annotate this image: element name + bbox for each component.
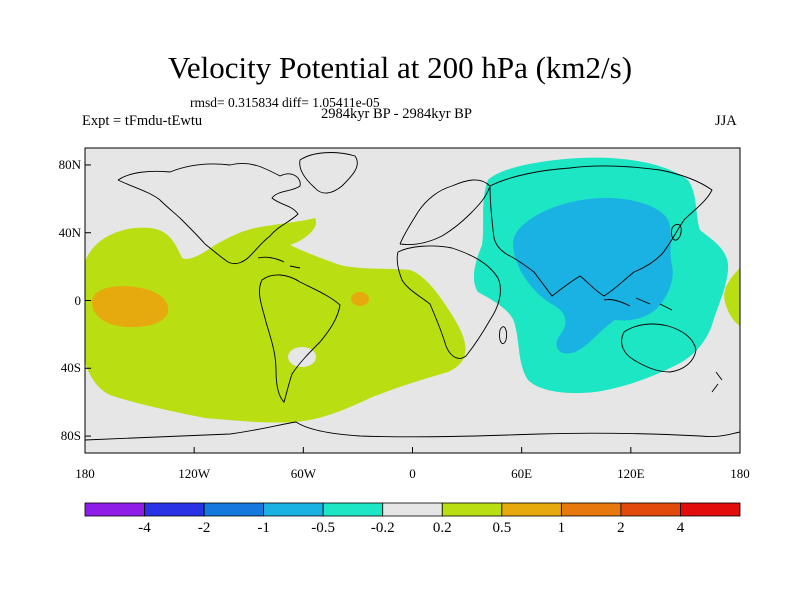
- colorbar-box: [203, 502, 265, 517]
- coast-madagascar: [499, 326, 507, 344]
- atlantic-neutral-hole: [288, 347, 316, 367]
- colorbar-label: -1: [257, 520, 270, 536]
- colorbar-box: [501, 502, 562, 517]
- x-tick-label: 120W: [178, 466, 211, 481]
- coast-asia: [489, 165, 713, 297]
- dateline-positive-sliver: [724, 268, 740, 326]
- coast-indonesia: [603, 297, 673, 311]
- y-tick-label: 40N: [58, 224, 81, 240]
- colorbar-box: [620, 502, 681, 517]
- coast-new-zealand: [711, 371, 723, 393]
- colorbar-box: [441, 502, 503, 517]
- colorbar-label: 4: [676, 520, 685, 536]
- x-tick-label: 180: [730, 466, 750, 481]
- colorbar-label: 0.5: [492, 520, 512, 536]
- x-tick-label: 180: [75, 466, 95, 481]
- colorbar-label: -0.2: [370, 520, 395, 536]
- axis-ticks: [84, 164, 741, 453]
- coast-caribbean: [257, 256, 301, 269]
- x-tick-label: 0: [409, 466, 416, 481]
- colorbar-label: 2: [617, 520, 625, 536]
- colorbar-box: [263, 502, 324, 517]
- colorbar-box: [322, 502, 384, 517]
- colorbar-label: 0.2: [432, 520, 452, 536]
- experiment-label: Expt = tFmdu-tEwtu: [82, 113, 203, 129]
- colorbar-box: [382, 502, 443, 517]
- asia-core-negative-region: [513, 197, 673, 354]
- colorbar-label: -2: [197, 520, 211, 536]
- stats-line: rmsd= 0.315834 diff= 1.05411e-05: [190, 95, 380, 110]
- colorbar-label: -4: [138, 520, 151, 536]
- colorbar-box: [144, 502, 205, 517]
- pacific-orange-core: [92, 286, 169, 328]
- coastlines: [85, 152, 740, 441]
- y-tick-label: 80S: [60, 428, 81, 444]
- y-tick-label: 80N: [58, 156, 81, 172]
- period-label: 2984kyr BP - 2984kyr BP: [321, 106, 472, 122]
- colorbar-box: [84, 502, 145, 517]
- x-tick-label: 60E: [511, 466, 533, 481]
- colorbar-box: [560, 502, 622, 517]
- atlantic-orange-patch: [351, 292, 369, 306]
- x-tick-label: 120E: [617, 466, 645, 481]
- coast-south-america: [259, 274, 341, 403]
- coast-japan: [671, 223, 682, 241]
- coast-australia: [621, 323, 697, 373]
- coast-antarctica: [85, 421, 740, 441]
- coast-north-america: [117, 163, 301, 265]
- atlantic-positive-region: [85, 218, 466, 423]
- coast-africa: [396, 245, 501, 359]
- map-title: Velocity Potential at 200 hPa (km2/s): [167, 50, 633, 85]
- colorbar: [84, 502, 741, 517]
- colorbar-label: -0.5: [311, 520, 336, 536]
- coast-greenland: [299, 152, 358, 194]
- y-tick-label: 40S: [60, 360, 81, 376]
- colorbar-label: 1: [557, 520, 566, 536]
- season-label: JJA: [715, 113, 737, 129]
- y-tick-label: 0: [74, 292, 82, 308]
- x-tick-label: 60W: [290, 466, 316, 481]
- colorbar-box: [680, 502, 741, 517]
